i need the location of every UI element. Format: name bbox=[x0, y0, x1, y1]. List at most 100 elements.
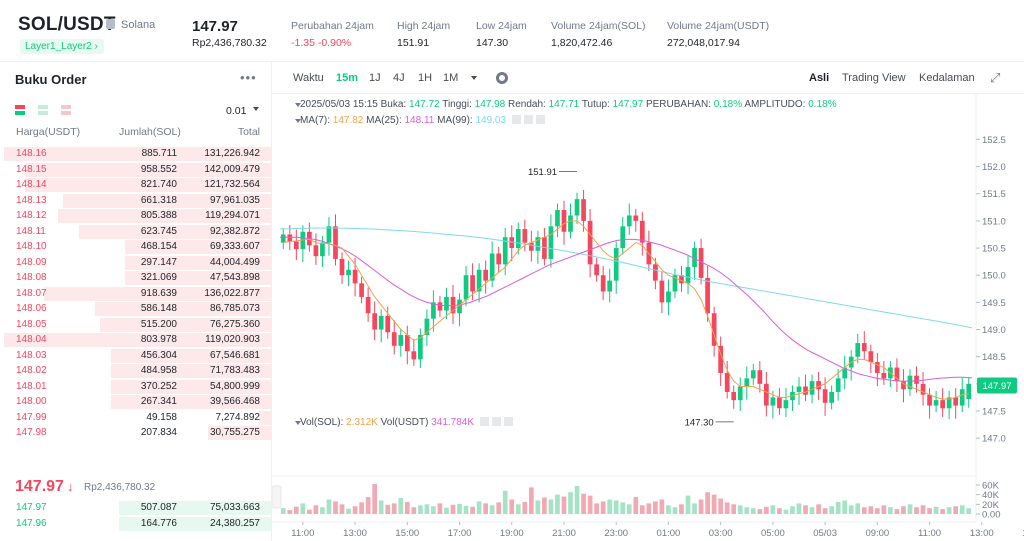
volume-bar bbox=[437, 503, 443, 514]
order-row[interactable]: 148.16 885.711 131,226.942 bbox=[0, 146, 271, 162]
volume-bar bbox=[476, 501, 482, 514]
interval-1m[interactable]: 1M bbox=[443, 72, 459, 84]
order-row[interactable]: 148.05 515.200 76,275.360 bbox=[0, 317, 271, 333]
volume-bar bbox=[901, 506, 906, 514]
candle-body bbox=[561, 210, 567, 232]
view-trading-view[interactable]: Trading View bbox=[842, 72, 906, 84]
interval-1h[interactable]: 1H bbox=[418, 72, 433, 84]
order-row[interactable]: 148.07 918.639 136,022.877 bbox=[0, 286, 271, 302]
order-row[interactable]: 148.06 586.148 86,785.073 bbox=[0, 301, 271, 317]
order-price: 148.07 bbox=[16, 287, 47, 299]
eye-icon[interactable] bbox=[479, 417, 489, 426]
candle-body bbox=[881, 372, 887, 379]
order-price: 148.16 bbox=[16, 148, 47, 159]
low-label: Rendah: bbox=[508, 99, 546, 110]
order-row[interactable]: 147.96 164.776 24,380.257 bbox=[0, 516, 271, 532]
candle-body bbox=[783, 400, 789, 409]
volume-bar bbox=[372, 484, 378, 514]
coin-info-icon[interactable] bbox=[106, 19, 115, 29]
settings-icon[interactable] bbox=[523, 115, 533, 124]
depth-bar bbox=[100, 317, 271, 332]
order-row[interactable]: 148.03 456.304 67,546.681 bbox=[0, 348, 271, 364]
time-label[interactable]: Waktu bbox=[293, 72, 324, 84]
order-row[interactable]: 148.08 321.069 47,543.898 bbox=[0, 270, 271, 286]
order-row[interactable]: 147.99 49.158 7,274.892 bbox=[0, 410, 271, 426]
order-row[interactable]: 148.09 297.147 44,004.499 bbox=[0, 255, 271, 271]
view-asks-icon[interactable] bbox=[61, 105, 71, 115]
more-dots-icon[interactable]: ••• bbox=[240, 70, 257, 85]
eye-icon[interactable] bbox=[511, 115, 521, 124]
chevron-down-icon[interactable] bbox=[253, 107, 259, 111]
settings-icon[interactable] bbox=[491, 417, 501, 426]
order-row[interactable]: 148.10 468.154 69,333.607 bbox=[0, 239, 271, 255]
volume-bar bbox=[718, 498, 724, 514]
candle-body bbox=[444, 296, 449, 311]
view-both-icon[interactable] bbox=[15, 105, 25, 115]
ohlc-info: 2025/05/03 15:15 Buka: 147.72 Tinggi: 14… bbox=[300, 99, 837, 110]
depth-bar bbox=[119, 516, 271, 531]
volume-bar bbox=[881, 505, 887, 514]
precision-select[interactable]: 0.01 bbox=[226, 105, 247, 117]
order-total: 47,543.898 bbox=[209, 272, 260, 283]
coin-name[interactable]: Solana bbox=[121, 19, 156, 31]
order-row[interactable]: 148.01 370.252 54,800.999 bbox=[0, 379, 271, 395]
close-icon[interactable] bbox=[503, 417, 513, 426]
expand-icon[interactable]: ⤢ bbox=[990, 70, 1001, 85]
order-row[interactable]: 147.98 207.834 30,755.275 bbox=[0, 425, 271, 441]
view-asli[interactable]: Asli bbox=[809, 72, 830, 84]
candlestick-chart[interactable]: 147.0147.5148.0148.5149.0149.5150.0150.5… bbox=[272, 94, 1024, 541]
interval-4j[interactable]: 4J bbox=[393, 72, 405, 84]
time-tick-label: 03:00 bbox=[709, 528, 733, 539]
volume-bar bbox=[731, 504, 737, 514]
collapse-triangle-icon[interactable] bbox=[295, 421, 301, 425]
order-row[interactable]: 147.97 507.087 75,033.663 bbox=[0, 500, 271, 516]
close-icon[interactable] bbox=[535, 115, 545, 124]
candle-body bbox=[431, 302, 436, 319]
candle-body bbox=[855, 343, 861, 357]
gear-icon[interactable] bbox=[496, 72, 508, 84]
time-tick-label: 15:00 bbox=[1022, 528, 1024, 539]
interval-1j[interactable]: 1J bbox=[369, 72, 381, 84]
category-tag[interactable]: Layer1_Layer2 › bbox=[20, 39, 104, 54]
view-bids-icon[interactable] bbox=[38, 105, 48, 115]
interval-15m[interactable]: 15m bbox=[336, 72, 359, 84]
order-row[interactable]: 148.15 958.552 142,009.479 bbox=[0, 162, 271, 178]
candle-body bbox=[313, 245, 319, 257]
volume-bar bbox=[457, 503, 462, 514]
volume-bar bbox=[933, 506, 939, 514]
volume-bar bbox=[816, 504, 821, 514]
volume-bar bbox=[803, 505, 808, 514]
chevron-down-icon[interactable] bbox=[471, 76, 477, 80]
order-row[interactable]: 148.04 803.978 119,020.903 bbox=[0, 332, 271, 348]
vol-usdt-value: 341.784K bbox=[431, 417, 475, 428]
candle-body bbox=[874, 362, 880, 373]
order-row[interactable]: 148.12 805.388 119,294.071 bbox=[0, 208, 271, 224]
candle-body bbox=[365, 296, 371, 314]
order-price: 148.13 bbox=[16, 194, 47, 206]
candle-body bbox=[829, 391, 834, 403]
collapse-triangle-icon[interactable] bbox=[295, 119, 301, 123]
candle-body bbox=[711, 313, 717, 346]
high-value: 147.98 bbox=[474, 99, 506, 110]
order-row[interactable]: 148.13 661.318 97,961.035 bbox=[0, 193, 271, 209]
collapse-triangle-icon[interactable] bbox=[295, 103, 301, 107]
volume-bar bbox=[339, 504, 345, 514]
volume-bar bbox=[829, 506, 834, 514]
order-row[interactable]: 148.14 821.740 121,732.564 bbox=[0, 177, 271, 193]
volume-bar bbox=[483, 503, 488, 514]
order-row[interactable]: 148.11 623.745 92,382.872 bbox=[0, 224, 271, 240]
candle-body bbox=[300, 231, 306, 250]
depth-bar bbox=[111, 364, 271, 378]
view-kedalaman[interactable]: Kedalaman bbox=[919, 72, 975, 84]
ticker-header: SOL/USDT Solana Layer1_Layer2 › 147.97 R… bbox=[0, 0, 1024, 62]
price-tick-label: 148.5 bbox=[982, 352, 1006, 363]
candle-body bbox=[914, 375, 919, 384]
order-row[interactable]: 148.02 484.958 71,783.483 bbox=[0, 363, 271, 379]
volume-bar bbox=[424, 504, 430, 514]
scroll-left-handle[interactable] bbox=[272, 485, 282, 509]
order-total: 39,566.468 bbox=[209, 396, 260, 407]
order-row[interactable]: 148.00 267.341 39,566.468 bbox=[0, 394, 271, 410]
candle-body bbox=[463, 275, 469, 300]
candle-body bbox=[757, 370, 763, 384]
pair-title[interactable]: SOL/USDT bbox=[18, 14, 116, 35]
